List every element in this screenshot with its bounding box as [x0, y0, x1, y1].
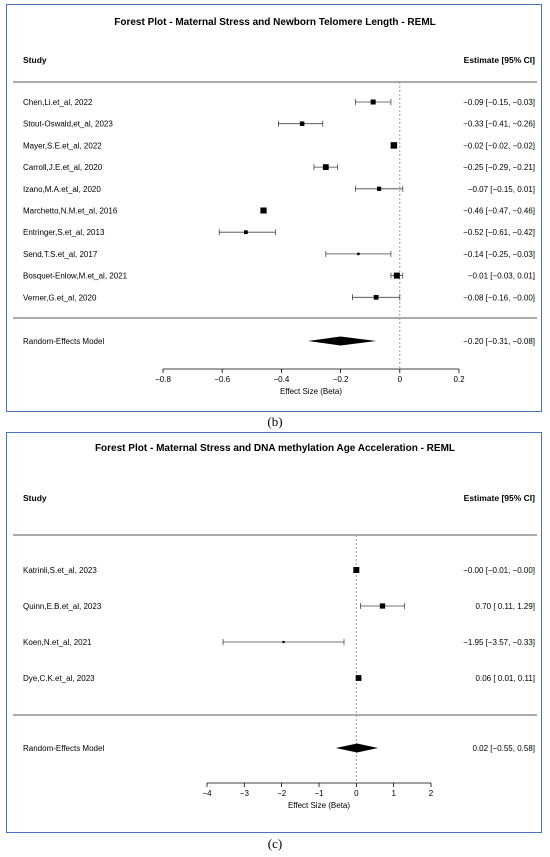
x-tick-label: −0.4: [274, 375, 290, 384]
x-axis-label: Effect Size (Beta): [288, 801, 350, 810]
summary-diamond: [308, 336, 377, 346]
point-estimate: [370, 99, 376, 105]
study-label: Send,T.S.et_al, 2017: [23, 250, 98, 259]
study-label: Koen,N.et_al, 2021: [23, 638, 92, 647]
study-estimate: −0.00 [−0.01, −0.00]: [463, 566, 535, 575]
study-estimate: −0.33 [−0.41, −0.26]: [463, 120, 535, 129]
study-estimate: −0.08 [−0.16, −0.00]: [463, 293, 535, 302]
study-label: Quinn,E.B.et_al, 2023: [23, 602, 102, 611]
study-label: Marchetto,N.M.et_al, 2016: [23, 207, 118, 216]
x-tick-label: 0: [354, 789, 359, 798]
chart-title: Forest Plot - Maternal Stress and Newbor…: [114, 17, 436, 28]
summary-estimate: −0.20 [−0.31, −0.08]: [463, 337, 535, 346]
study-label: Entringer,S.et_al, 2013: [23, 228, 105, 237]
study-estimate: −0.07 [−0.15, 0.01]: [468, 185, 535, 194]
point-estimate: [353, 567, 360, 573]
header-study: Study: [23, 55, 47, 65]
point-estimate: [322, 164, 329, 170]
forest-plot-dnam-svg: Forest Plot - Maternal Stress and DNA me…: [13, 443, 537, 810]
x-tick-label: −0.8: [155, 375, 171, 384]
caption-c: (c): [267, 836, 283, 851]
study-estimate: 0.06 [ 0.01, 0.11]: [476, 674, 535, 683]
forest-plot-telomere-svg: Forest Plot - Maternal Stress and Newbor…: [13, 17, 537, 396]
study-label: Bosquet-Enlow,M.et_al, 2021: [23, 272, 128, 281]
x-tick-label: −3: [240, 789, 250, 798]
x-tick-label: −2: [277, 789, 287, 798]
x-tick-label: 2: [429, 789, 434, 798]
x-axis-label: Effect Size (Beta): [280, 387, 342, 396]
study-label: Mayer,S.E.et_al, 2022: [23, 141, 102, 150]
x-tick-label: −0.2: [333, 375, 349, 384]
study-label: Carroll,J.E.et_al, 2020: [23, 163, 103, 172]
study-estimate: −0.46 [−0.47, −0.46]: [463, 207, 535, 216]
study-label: Dye,C.K.et_al, 2023: [23, 674, 95, 683]
study-estimate: −0.01 [−0.03, 0.01]: [468, 272, 535, 281]
summary-diamond: [335, 743, 378, 753]
x-tick-label: 1: [391, 789, 396, 798]
point-estimate: [355, 675, 362, 681]
study-estimate: −0.25 [−0.29, −0.21]: [463, 163, 535, 172]
point-estimate: [282, 640, 285, 644]
point-estimate: [393, 272, 400, 279]
study-estimate: −1.95 [−3.57, −0.33]: [463, 638, 535, 647]
x-tick-label: 0.2: [453, 375, 465, 384]
point-estimate: [390, 142, 398, 149]
study-estimate: −0.52 [−0.61, −0.42]: [463, 228, 535, 237]
caption-b: (b): [267, 414, 283, 429]
forest-plot-dnam-panel: Forest Plot - Maternal Stress and DNA me…: [6, 432, 542, 833]
study-label: Verner,G.et_al, 2020: [23, 293, 97, 302]
x-tick-label: −0.6: [214, 375, 230, 384]
point-estimate: [357, 252, 360, 256]
study-estimate: −0.09 [−0.15, −0.03]: [463, 98, 535, 107]
summary-label: Random-Effects Model: [23, 337, 104, 346]
point-estimate: [260, 207, 267, 214]
study-label: Stout-Oswald,et_al, 2023: [23, 120, 113, 129]
study-estimate: −0.02 [−0.02, −0.02]: [463, 141, 535, 150]
x-tick-label: −1: [314, 789, 324, 798]
header-study: Study: [23, 493, 47, 503]
study-estimate: 0.70 [ 0.11, 1.29]: [476, 602, 535, 611]
chart-title: Forest Plot - Maternal Stress and DNA me…: [95, 443, 455, 454]
summary-label: Random-Effects Model: [23, 744, 104, 753]
x-tick-label: −4: [202, 789, 212, 798]
point-estimate: [244, 230, 248, 235]
forest-plot-telomere-panel: Forest Plot - Maternal Stress and Newbor…: [6, 4, 542, 412]
study-label: Katrinli,S.et_al, 2023: [23, 566, 97, 575]
study-label: Chen,Li.et_al, 2022: [23, 98, 93, 107]
study-label: Izano,M.A.et_al, 2020: [23, 185, 101, 194]
study-estimate: −0.14 [−0.25, −0.03]: [463, 250, 535, 259]
point-estimate: [379, 603, 386, 609]
point-estimate: [376, 186, 382, 191]
header-estimate: Estimate [95% CI]: [464, 493, 535, 503]
header-estimate: Estimate [95% CI]: [464, 55, 535, 65]
x-tick-label: 0: [398, 375, 403, 384]
point-estimate: [373, 294, 379, 300]
summary-estimate: 0.02 [−0.55, 0.58]: [473, 744, 536, 753]
point-estimate: [299, 121, 305, 126]
